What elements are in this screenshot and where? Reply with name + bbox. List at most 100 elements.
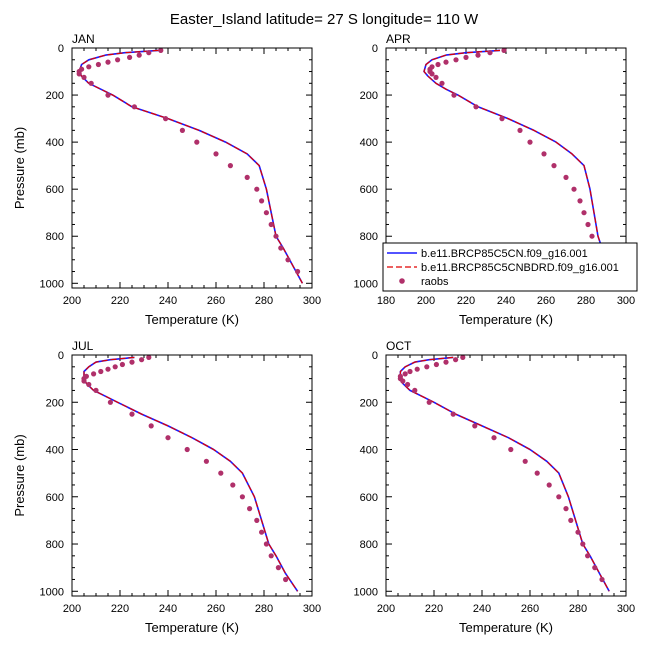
raobs-point <box>575 529 581 535</box>
raobs-point <box>131 104 137 110</box>
raobs-point <box>129 411 135 417</box>
y-tick-label: 400 <box>360 137 378 149</box>
raobs-point <box>107 399 113 405</box>
raobs-point <box>239 494 245 500</box>
panel-label: JUL <box>72 339 94 353</box>
figure-title: Easter_Island latitude= 27 S longitude= … <box>170 11 479 28</box>
x-tick-label: 220 <box>425 603 443 615</box>
raobs-point <box>475 52 481 58</box>
raobs-point <box>283 576 289 583</box>
raobs-point <box>146 354 152 360</box>
series-line-cnbdrd <box>399 356 610 592</box>
raobs-point <box>581 210 587 216</box>
raobs-point <box>95 61 101 68</box>
y-tick-label: 400 <box>46 137 64 149</box>
x-tick-label: 240 <box>159 603 177 615</box>
raobs-point <box>88 80 94 86</box>
raobs-point <box>585 553 591 559</box>
x-tick-label: 220 <box>111 295 129 307</box>
raobs-point <box>244 174 250 180</box>
raobs-point <box>184 446 190 453</box>
legend-label: b.e11.BRCP85C5CNBDRD.f09_g16.001 <box>421 262 619 274</box>
raobs-point <box>580 541 586 547</box>
x-tick-label: 180 <box>377 295 395 307</box>
x-tick-label: 200 <box>63 295 81 307</box>
plot-frame <box>71 47 313 289</box>
legend-label: b.e11.BRCP85C5CN.f09_g16.001 <box>421 248 588 260</box>
raobs-point <box>412 387 418 393</box>
raobs-point <box>275 565 281 571</box>
raobs-point <box>473 104 479 110</box>
raobs-point <box>443 59 449 65</box>
y-axis-label: Pressure (mb) <box>12 434 27 516</box>
raobs-point <box>517 127 523 133</box>
raobs-point <box>112 364 118 370</box>
x-tick-label: 260 <box>207 603 225 615</box>
raobs-point <box>424 364 430 370</box>
raobs-point <box>259 529 265 535</box>
raobs-point <box>86 64 92 70</box>
y-tick-label: 200 <box>46 90 64 102</box>
x-tick-label: 300 <box>617 603 635 615</box>
raobs-point <box>463 54 469 61</box>
series-line-cnbdrd <box>83 356 299 592</box>
raobs-point <box>263 210 269 216</box>
raobs-point <box>86 381 92 388</box>
raobs-point <box>443 359 449 365</box>
y-tick-label: 0 <box>372 43 378 55</box>
x-tick-label: 280 <box>255 295 273 307</box>
raobs-point <box>146 50 152 56</box>
y-tick-label: 600 <box>46 492 64 504</box>
raobs-point <box>148 423 154 429</box>
y-tick-label: 1000 <box>40 278 64 290</box>
raobs-point <box>254 517 260 524</box>
y-tick-label: 600 <box>360 492 378 504</box>
y-tick-label: 0 <box>58 350 64 362</box>
raobs-point <box>158 47 164 54</box>
series-line-cnbdrd <box>78 49 303 284</box>
series-line-cnbdrd <box>423 49 621 284</box>
y-tick-label: 200 <box>360 397 378 409</box>
raobs-point <box>136 52 142 58</box>
raobs-point <box>165 435 171 441</box>
panel-apr: 180 200 220 240 260 280 300 0 200 400 600 800 1000 AP… <box>354 32 638 327</box>
raobs-point <box>91 371 97 377</box>
raobs-point <box>439 80 445 86</box>
raobs-point <box>405 381 411 388</box>
raobs-point <box>105 92 111 98</box>
x-axis-label: Temperature (K) <box>145 620 239 635</box>
raobs-point <box>273 233 279 239</box>
legend-box <box>382 242 638 292</box>
raobs-point <box>592 565 598 571</box>
series-line-cn <box>83 356 299 592</box>
raobs-point <box>563 506 569 512</box>
panel-label: APR <box>386 32 411 46</box>
x-tick-label: 220 <box>457 295 475 307</box>
x-tick-label: 300 <box>617 295 635 307</box>
y-tick-label: 400 <box>46 445 64 457</box>
panel-label: OCT <box>386 339 412 353</box>
raobs-point <box>402 371 408 377</box>
raobs-point <box>491 435 497 441</box>
y-tick-label: 1000 <box>354 586 378 598</box>
x-tick-label: 300 <box>303 295 321 307</box>
raobs-point <box>119 361 125 368</box>
y-tick-label: 600 <box>46 184 64 196</box>
x-tick-label: 280 <box>577 295 595 307</box>
raobs-point <box>487 50 493 56</box>
raobs-point <box>163 116 169 122</box>
raobs-point <box>213 151 219 157</box>
raobs-point <box>230 482 236 488</box>
y-tick-label: 800 <box>360 539 378 551</box>
y-axis-label: Pressure (mb) <box>12 127 27 209</box>
raobs-point <box>81 378 87 384</box>
raobs-point <box>541 151 547 157</box>
x-tick-label: 260 <box>537 295 555 307</box>
raobs-point <box>129 359 135 365</box>
raobs-point <box>453 57 459 63</box>
raobs-point <box>139 357 145 363</box>
raobs-point <box>115 57 121 63</box>
raobs-point <box>472 423 478 429</box>
raobs-point <box>259 198 265 204</box>
raobs-point <box>76 71 82 77</box>
